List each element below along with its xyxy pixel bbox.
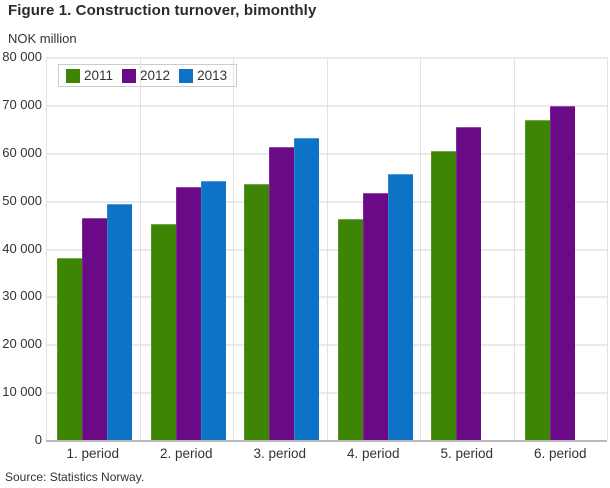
legend-label-2013: 2013 — [197, 68, 228, 83]
y-tick-label: 10 000 — [2, 384, 42, 400]
source-note: Source: Statistics Norway. — [5, 470, 145, 484]
y-tick-label: 70 000 — [2, 96, 42, 112]
legend-item-2011: 2011 — [66, 68, 113, 83]
legend-label-2012: 2012 — [140, 68, 171, 83]
v-gridline — [233, 57, 234, 440]
y-tick-label: 30 000 — [2, 288, 42, 304]
bar-2011-1-period — [57, 258, 82, 440]
v-gridline — [139, 57, 141, 440]
bar-2013-1-period — [107, 203, 132, 440]
legend: 2011 2012 2013 — [58, 64, 238, 87]
bar-2013-2-period — [200, 181, 226, 440]
bar-2012-6-period — [549, 106, 575, 440]
v-gridline — [420, 57, 421, 440]
bar-2013-3-period — [294, 137, 319, 440]
bar-2011-2-period — [150, 223, 176, 440]
legend-label-2011: 2011 — [84, 68, 114, 83]
bar-2012-5-period — [456, 126, 481, 440]
bar-2013-4-period — [387, 173, 413, 440]
bar-2011-4-period — [337, 219, 363, 440]
bar-2012-3-period — [269, 147, 294, 440]
legend-swatch-2011 — [66, 68, 80, 83]
chart-title: Figure 1. Construction turnover, bimonth… — [8, 2, 317, 19]
x-tick-label: 3. period — [253, 446, 307, 461]
legend-item-2012: 2012 — [122, 68, 170, 83]
x-tick-label: 1. period — [66, 446, 120, 461]
y-tick-label: 80 000 — [2, 49, 42, 64]
y-tick-label: 40 000 — [2, 240, 42, 256]
bar-2011-3-period — [244, 183, 269, 440]
bar-2012-2-period — [175, 186, 201, 440]
y-tick-label: 20 000 — [2, 336, 42, 352]
x-tick-label: 2. period — [159, 446, 213, 461]
v-gridline — [513, 57, 515, 440]
v-gridline — [607, 57, 608, 440]
y-axis-title: NOK million — [8, 31, 77, 46]
bar-2011-6-period — [524, 120, 550, 440]
y-tick-label: 50 000 — [2, 192, 42, 208]
v-gridline — [326, 57, 328, 440]
v-gridline — [46, 57, 47, 440]
legend-swatch-2013 — [179, 68, 194, 83]
y-tick-label: 60 000 — [2, 144, 42, 160]
x-tick-label: 6. period — [533, 446, 587, 461]
plot-area: 2011 2012 2013 — [46, 57, 608, 442]
y-tick-label: 0 — [34, 432, 42, 447]
legend-swatch-2012 — [122, 68, 137, 83]
legend-item-2013: 2013 — [179, 68, 227, 83]
x-tick-label: 4. period — [346, 446, 400, 461]
x-tick-label: 5. period — [440, 446, 494, 461]
bar-2011-5-period — [431, 151, 456, 440]
bar-2012-4-period — [362, 192, 388, 440]
bar-2012-1-period — [82, 217, 107, 440]
